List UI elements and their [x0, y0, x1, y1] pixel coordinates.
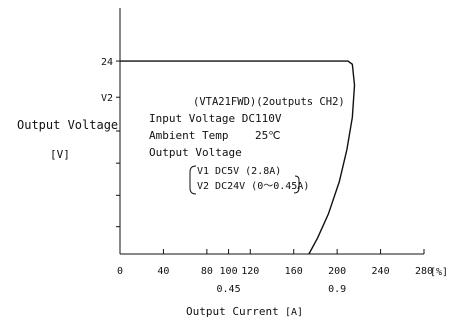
x-tick-label: 100 [220, 266, 238, 277]
x-tick-label: 240 [372, 266, 390, 277]
x-axis-label: Output Current [186, 305, 279, 318]
x-ticks: 0 40 80 100 120 160 200 240 280 0.45 0.9 [117, 249, 433, 295]
x-tick-label: 0 [117, 266, 123, 277]
x-tick-label: 120 [241, 266, 259, 277]
x-tick-label: 40 [157, 266, 169, 277]
annotation-model: (VTA21FWD)(2outputs CH2) [193, 96, 345, 108]
annotation-v1: V1 DC5V (2.8A) [197, 166, 281, 177]
annotation-bracket-left [189, 165, 197, 195]
annotation-v2: V2 DC24V (0〜0.45A) [197, 181, 309, 192]
x-axis-unit: [A] [285, 307, 303, 318]
data-line-series [120, 60, 356, 255]
annotation-bracket-right [293, 175, 300, 194]
y-tick-label: V2 [101, 93, 113, 104]
x-percent-unit: [%] [430, 267, 448, 278]
x-tick-label: 160 [285, 266, 303, 277]
y-axis-unit: [V] [50, 148, 70, 161]
x-tick-label: 200 [328, 266, 346, 277]
annotation-ambient-temp: Ambient Temp 25℃ [149, 129, 281, 142]
y-tick-label: 24 [101, 57, 113, 68]
x-current-tick-label: 0.9 [328, 284, 346, 295]
annotation-output-voltage-title: Output Voltage [149, 146, 242, 159]
annotation-input-voltage: Input Voltage DC110V [149, 112, 282, 125]
y-ticks: 24 V2 [101, 57, 120, 228]
y-axis-label: Output Voltage [17, 118, 118, 132]
x-tick-label: 280 [415, 266, 433, 277]
x-tick-label: 80 [201, 266, 213, 277]
x-current-tick-label: 0.45 [217, 284, 241, 295]
